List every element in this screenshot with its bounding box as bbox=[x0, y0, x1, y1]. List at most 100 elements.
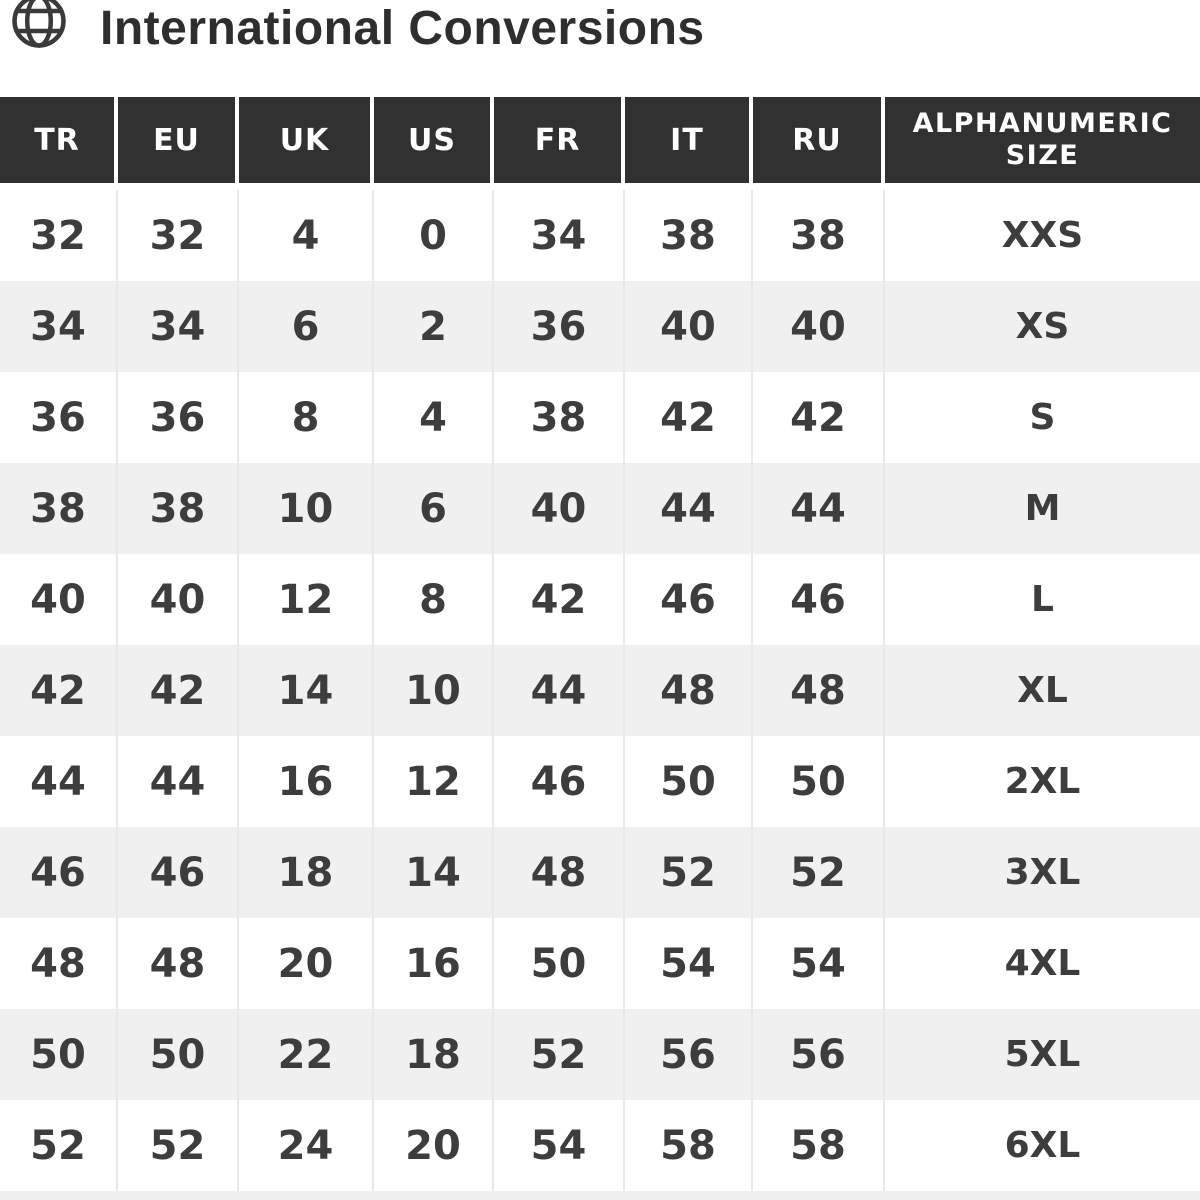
size-conversion-table: TR EU UK US FR IT RU ALPHANUMERIC SIZE 32 32 4 0 34… bbox=[0, 97, 1200, 1191]
column-header-ru: RU bbox=[753, 97, 885, 190]
size-value-cell: 38 bbox=[0, 463, 118, 554]
size-value-cell: 8 bbox=[239, 372, 374, 463]
table-row: 50 50 22 18 52 56 56 5XL bbox=[0, 1009, 1200, 1100]
size-value-cell: 48 bbox=[494, 827, 625, 918]
table-row: 36 36 8 4 38 42 42 S bbox=[0, 372, 1200, 463]
size-value-cell: 34 bbox=[494, 190, 625, 281]
size-value-cell: 20 bbox=[374, 1100, 494, 1191]
size-value-cell: 56 bbox=[625, 1009, 753, 1100]
size-value-cell: 14 bbox=[239, 645, 374, 736]
alphanumeric-size-cell: 5XL bbox=[885, 1009, 1200, 1100]
size-value-cell: 0 bbox=[374, 190, 494, 281]
size-value-cell: 54 bbox=[494, 1100, 625, 1191]
column-header-eu: EU bbox=[118, 97, 239, 190]
size-value-cell: 38 bbox=[625, 190, 753, 281]
size-value-cell: 48 bbox=[0, 918, 118, 1009]
size-value-cell: 48 bbox=[625, 645, 753, 736]
size-value-cell: 46 bbox=[625, 554, 753, 645]
size-value-cell: 46 bbox=[753, 554, 885, 645]
size-value-cell: 36 bbox=[0, 372, 118, 463]
column-header-fr: FR bbox=[494, 97, 625, 190]
alphanumeric-size-cell: 4XL bbox=[885, 918, 1200, 1009]
column-header-alphanumeric-size: ALPHANUMERIC SIZE bbox=[885, 97, 1200, 190]
size-value-cell: 48 bbox=[118, 918, 239, 1009]
size-value-cell: 54 bbox=[753, 918, 885, 1009]
size-value-cell: 16 bbox=[239, 736, 374, 827]
size-value-cell: 50 bbox=[118, 1009, 239, 1100]
alphanumeric-size-cell: 3XL bbox=[885, 827, 1200, 918]
size-value-cell: 32 bbox=[0, 190, 118, 281]
size-value-cell: 46 bbox=[118, 827, 239, 918]
size-value-cell: 6 bbox=[239, 281, 374, 372]
table-row: 52 52 24 20 54 58 58 6XL bbox=[0, 1100, 1200, 1191]
size-value-cell: 52 bbox=[118, 1100, 239, 1191]
size-value-cell: 14 bbox=[374, 827, 494, 918]
size-value-cell: 32 bbox=[118, 190, 239, 281]
size-value-cell: 42 bbox=[753, 372, 885, 463]
page-header: International Conversions bbox=[0, 0, 1200, 97]
size-value-cell: 52 bbox=[625, 827, 753, 918]
size-value-cell: 4 bbox=[239, 190, 374, 281]
table-row: 34 34 6 2 36 40 40 XS bbox=[0, 281, 1200, 372]
size-value-cell: 10 bbox=[239, 463, 374, 554]
size-value-cell: 10 bbox=[374, 645, 494, 736]
size-value-cell: 20 bbox=[239, 918, 374, 1009]
size-value-cell: 22 bbox=[239, 1009, 374, 1100]
alphanumeric-size-cell: L bbox=[885, 554, 1200, 645]
size-value-cell: 46 bbox=[494, 736, 625, 827]
size-value-cell: 44 bbox=[0, 736, 118, 827]
size-value-cell: 44 bbox=[625, 463, 753, 554]
size-value-cell: 36 bbox=[118, 372, 239, 463]
size-value-cell: 50 bbox=[753, 736, 885, 827]
table-row: 46 46 18 14 48 52 52 3XL bbox=[0, 827, 1200, 918]
globe-icon bbox=[10, 0, 68, 51]
alphanumeric-size-cell: S bbox=[885, 372, 1200, 463]
size-value-cell: 40 bbox=[118, 554, 239, 645]
table-row: 48 48 20 16 50 54 54 4XL bbox=[0, 918, 1200, 1009]
column-header-us: US bbox=[374, 97, 494, 190]
size-value-cell: 18 bbox=[239, 827, 374, 918]
size-value-cell: 46 bbox=[0, 827, 118, 918]
size-value-cell: 42 bbox=[494, 554, 625, 645]
size-value-cell: 58 bbox=[625, 1100, 753, 1191]
size-value-cell: 18 bbox=[374, 1009, 494, 1100]
size-value-cell: 2 bbox=[374, 281, 494, 372]
table-header-row: TR EU UK US FR IT RU ALPHANUMERIC SIZE bbox=[0, 97, 1200, 190]
size-value-cell: 38 bbox=[494, 372, 625, 463]
size-value-cell: 42 bbox=[118, 645, 239, 736]
size-value-cell: 44 bbox=[494, 645, 625, 736]
size-value-cell: 44 bbox=[753, 463, 885, 554]
alphanumeric-size-cell: XS bbox=[885, 281, 1200, 372]
size-value-cell: 12 bbox=[374, 736, 494, 827]
size-value-cell: 38 bbox=[753, 190, 885, 281]
size-value-cell: 42 bbox=[625, 372, 753, 463]
size-value-cell: 50 bbox=[494, 918, 625, 1009]
column-header-uk: UK bbox=[239, 97, 374, 190]
alphanumeric-size-cell: XXS bbox=[885, 190, 1200, 281]
size-value-cell: 50 bbox=[625, 736, 753, 827]
size-value-cell: 34 bbox=[0, 281, 118, 372]
size-value-cell: 52 bbox=[0, 1100, 118, 1191]
size-value-cell: 34 bbox=[118, 281, 239, 372]
size-value-cell: 56 bbox=[753, 1009, 885, 1100]
size-value-cell: 36 bbox=[494, 281, 625, 372]
table-row: 38 38 10 6 40 44 44 M bbox=[0, 463, 1200, 554]
column-header-tr: TR bbox=[0, 97, 118, 190]
page-title: International Conversions bbox=[100, 2, 705, 55]
size-value-cell: 52 bbox=[494, 1009, 625, 1100]
size-value-cell: 16 bbox=[374, 918, 494, 1009]
alphanumeric-size-cell: 6XL bbox=[885, 1100, 1200, 1191]
size-value-cell: 40 bbox=[494, 463, 625, 554]
size-value-cell: 38 bbox=[118, 463, 239, 554]
table-row: 44 44 16 12 46 50 50 2XL bbox=[0, 736, 1200, 827]
size-value-cell: 48 bbox=[753, 645, 885, 736]
size-value-cell: 40 bbox=[753, 281, 885, 372]
size-value-cell: 58 bbox=[753, 1100, 885, 1191]
table-row: 32 32 4 0 34 38 38 XXS bbox=[0, 190, 1200, 281]
size-value-cell: 6 bbox=[374, 463, 494, 554]
column-header-it: IT bbox=[625, 97, 753, 190]
alphanumeric-size-cell: XL bbox=[885, 645, 1200, 736]
table-row: 40 40 12 8 42 46 46 L bbox=[0, 554, 1200, 645]
size-value-cell: 8 bbox=[374, 554, 494, 645]
size-value-cell: 54 bbox=[625, 918, 753, 1009]
